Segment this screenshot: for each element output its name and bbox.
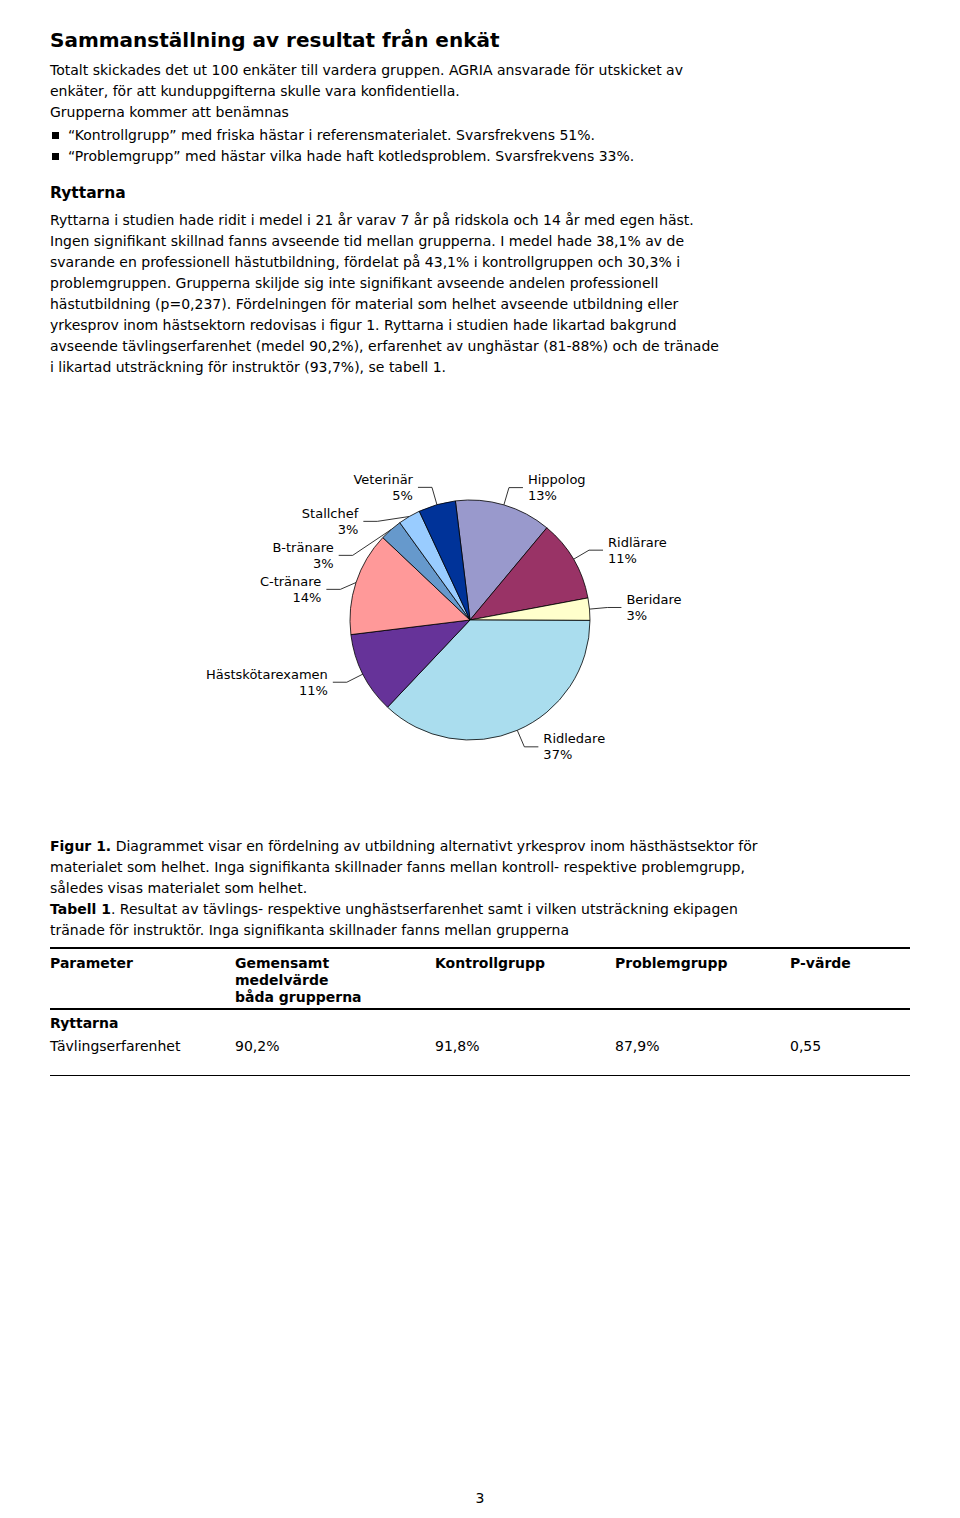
html-text:Figur 1. Diagrammet visar en f: Figur 1. Diagrammet visar en fördelning …	[50, 838, 758, 854]
html-text:Totalt skickades det ut 100 en: Totalt skickades det ut 100 enkäter till…	[50, 62, 683, 78]
svg-text:14%: 14%	[292, 590, 321, 605]
html-text:Parameter: Parameter	[50, 955, 133, 971]
html-text:problemgruppen. Grupperna skil: problemgruppen. Grupperna skiljde sig in…	[50, 275, 659, 291]
svg-text:B-tränare: B-tränare	[272, 540, 333, 555]
html-text:90,2%: 90,2%	[235, 1038, 280, 1054]
svg-text:Hippolog: Hippolog	[528, 472, 586, 487]
html-text:87,9%: 87,9%	[615, 1038, 660, 1054]
html-text:Problemgrupp: Problemgrupp	[615, 955, 728, 971]
html-text:“Kontrollgrupp” med friska häs: “Kontrollgrupp” med friska hästar i refe…	[68, 127, 595, 143]
html-text:P-värde: P-värde	[790, 955, 851, 971]
html-text:Ryttarna: Ryttarna	[50, 1015, 119, 1031]
svg-text:Ridlärare: Ridlärare	[608, 535, 667, 550]
html-text:materialet som helhet. Inga si: materialet som helhet. Inga signifikanta…	[50, 859, 745, 875]
html-text:“Problemgrupp” med hästar vilk: “Problemgrupp” med hästar vilka hade haf…	[68, 148, 635, 164]
svg-text:Veterinär: Veterinär	[353, 472, 413, 487]
html-text:i likartad utsträckning för in: i likartad utsträckning för instruktör (…	[50, 359, 446, 375]
html-text:avseende tävlingserfarenhet (m: avseende tävlingserfarenhet (medel 90,2%…	[50, 338, 719, 354]
svg-text:13%: 13%	[528, 488, 557, 503]
svg-text:3%: 3%	[313, 556, 334, 571]
html-text:således visas materialet som h: således visas materialet som helhet.	[50, 880, 308, 896]
svg-text:Stallchef: Stallchef	[302, 506, 359, 521]
html-text:Kontrollgrupp: Kontrollgrupp	[435, 955, 545, 971]
html-text:Ryttarna i studien hade ridit: Ryttarna i studien hade ridit i medel i …	[50, 212, 694, 228]
html-text:hästutbildning (p=0,237). Förd: hästutbildning (p=0,237). Fördelningen f…	[50, 296, 679, 312]
svg-text:5%: 5%	[392, 488, 413, 503]
html-text:Ingen signifikant skillnad fan: Ingen signifikant skillnad fanns avseend…	[50, 233, 684, 249]
svg-text:3%: 3%	[626, 608, 647, 623]
html-text:Sammanställning av resultat fr: Sammanställning av resultat från enkät	[50, 28, 500, 52]
html-text:Ryttarna: Ryttarna	[50, 184, 126, 202]
svg-text:Beridare: Beridare	[626, 592, 681, 607]
html-text:0,55: 0,55	[790, 1038, 822, 1054]
html-text:Tävlingserfarenhet: Tävlingserfarenhet	[50, 1038, 181, 1054]
html-text:3: 3	[475, 1490, 485, 1506]
svg-text:11%: 11%	[608, 551, 637, 566]
svg-text:3%: 3%	[338, 522, 359, 537]
html-text:Grupperna kommer att benämnas: Grupperna kommer att benämnas	[50, 104, 289, 120]
html-text:enkäter, för att kunduppgifter: enkäter, för att kunduppgifterna skulle …	[50, 83, 460, 99]
svg-text:11%: 11%	[299, 683, 328, 698]
html-text:tränade för instruktör. Inga s: tränade för instruktör. Inga signifikant…	[50, 922, 570, 938]
html-text:yrkesprov inom hästsektorn red: yrkesprov inom hästsektorn redovisas i f…	[50, 317, 677, 333]
html-text:91,8%: 91,8%	[435, 1038, 480, 1054]
svg-text:Hästskötarexamen: Hästskötarexamen	[206, 667, 328, 682]
html-text:Gemensamt medelvärde båda grup: Gemensamt medelvärde båda grupperna	[235, 955, 362, 1005]
svg-text:37%: 37%	[543, 747, 572, 762]
html-text:svarande en professionell häst: svarande en professionell hästutbildning…	[50, 254, 681, 270]
html-text:Tabell 1. Resultat av tävlings: Tabell 1. Resultat av tävlings- respekti…	[50, 901, 738, 917]
svg-text:Ridledare: Ridledare	[543, 731, 605, 746]
svg-text:C-tränare: C-tränare	[260, 574, 321, 589]
